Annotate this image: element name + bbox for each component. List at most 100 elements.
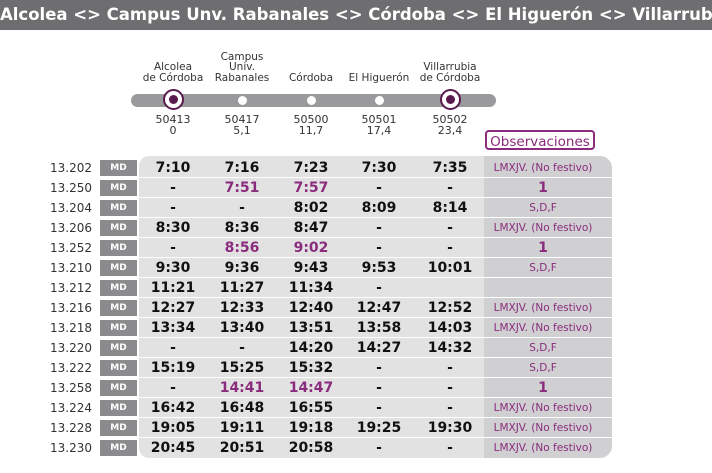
time-cell: - (239, 200, 245, 216)
time-cell: 8:56 (224, 240, 260, 256)
station-code-5: 50502 (432, 113, 468, 126)
time-cell: 15:19 (150, 360, 196, 376)
train-number: 13.220 (50, 341, 92, 355)
observation-cell: LMXJV. (No festivo) (493, 222, 593, 234)
train-type-badge: MD (100, 320, 137, 336)
row-divider (139, 217, 612, 218)
time-cell: 8:02 (293, 200, 329, 216)
table-row: 13.230 MD 20:45 20:51 20:58 - - LMXJV. (No fest… (0, 438, 712, 458)
time-cell: - (447, 380, 453, 396)
row-divider (139, 437, 612, 438)
time-cell: 19:25 (356, 420, 402, 436)
time-cell: 11:21 (150, 280, 196, 296)
table-row: 13.210 MD 9:30 9:36 9:43 9:53 10:01 S,D,F (0, 258, 712, 278)
train-number: 13.250 (50, 181, 92, 195)
observation-cell: LMXJV. (No festivo) (493, 442, 593, 454)
time-cell: - (376, 220, 382, 236)
time-cell: 7:30 (361, 160, 397, 176)
train-number: 13.228 (50, 421, 92, 435)
time-cell: - (376, 280, 382, 296)
train-type-badge: MD (100, 380, 137, 396)
station-km-3: 11,7 (298, 124, 324, 137)
time-cell: - (447, 440, 453, 456)
time-cell: 12:47 (356, 300, 402, 316)
train-number: 13.222 (50, 361, 92, 375)
row-divider (139, 237, 612, 238)
time-cell: 16:42 (150, 400, 196, 416)
time-cell: 7:35 (432, 160, 468, 176)
time-cell: 14:27 (356, 340, 402, 356)
time-cell: - (170, 240, 176, 256)
train-type-badge: MD (100, 400, 137, 416)
time-cell: 13:40 (219, 320, 265, 336)
time-cell: 16:48 (219, 400, 265, 416)
observation-cell: S,D,F (529, 202, 557, 214)
train-type-badge: MD (100, 160, 137, 176)
time-cell: 8:30 (155, 220, 191, 236)
row-divider (139, 377, 612, 378)
time-cell: - (239, 340, 245, 356)
time-cell: 8:47 (293, 220, 329, 236)
time-cell: - (376, 180, 382, 196)
train-type-badge: MD (100, 340, 137, 356)
time-cell: 12:27 (150, 300, 196, 316)
time-cell: 12:52 (427, 300, 473, 316)
time-cell: - (376, 400, 382, 416)
time-cell: - (447, 220, 453, 236)
time-cell: 14:03 (427, 320, 473, 336)
table-row: 13.250 MD - 7:51 7:57 - - 1 (0, 178, 712, 198)
train-number: 13.258 (50, 381, 92, 395)
time-cell: 9:36 (224, 260, 260, 276)
table-row: 13.252 MD - 8:56 9:02 - - 1 (0, 238, 712, 258)
observation-cell: LMXJV. (No festivo) (493, 322, 593, 334)
time-cell: 12:40 (288, 300, 334, 316)
station-code-3: 50500 (293, 113, 329, 126)
train-number: 13.218 (50, 321, 92, 335)
time-cell: 10:01 (427, 260, 473, 276)
observation-cell: 1 (538, 380, 548, 396)
table-row: 13.204 MD - - 8:02 8:09 8:14 S,D,F (0, 198, 712, 218)
time-cell: 7:23 (293, 160, 329, 176)
table-row: 13.206 MD 8:30 8:36 8:47 - - LMXJV. (No festivo… (0, 218, 712, 238)
observation-cell: LMXJV. (No festivo) (493, 402, 593, 414)
stop-dot-icon (374, 96, 384, 105)
row-divider (139, 357, 612, 358)
time-cell: 12:33 (219, 300, 265, 316)
time-cell: 11:27 (219, 280, 265, 296)
time-cell: - (376, 360, 382, 376)
observation-cell: 1 (538, 240, 548, 256)
time-cell: 19:18 (288, 420, 334, 436)
time-cell: 7:10 (155, 160, 191, 176)
route-title: Alcolea <> Campus Unv. Rabanales <> Córd… (0, 0, 712, 30)
station-km-2: 5,1 (233, 124, 251, 137)
time-cell: - (447, 240, 453, 256)
time-cell: - (170, 380, 176, 396)
time-cell: 8:14 (432, 200, 468, 216)
table-row: 13.212 MD 11:21 11:27 11:34 - (0, 278, 712, 298)
train-type-badge: MD (100, 420, 137, 436)
row-divider (139, 197, 612, 198)
station-km-1: 0 (169, 124, 177, 137)
row-divider (139, 317, 612, 318)
station-km-5: 23,4 (437, 124, 463, 137)
table-row: 13.216 MD 12:27 12:33 12:40 12:47 12:52 LMXJV. … (0, 298, 712, 318)
timetable-background (139, 156, 484, 458)
train-number: 13.230 (50, 441, 92, 455)
train-number: 13.206 (50, 221, 92, 235)
time-cell: - (170, 180, 176, 196)
time-cell: 20:58 (288, 440, 334, 456)
table-row: 13.258 MD - 14:41 14:47 - - 1 (0, 378, 712, 398)
table-row: 13.202 MD 7:10 7:16 7:23 7:30 7:35 LMXJV. (No f… (0, 158, 712, 178)
train-type-badge: MD (100, 180, 137, 196)
time-cell: - (447, 180, 453, 196)
time-cell: 19:05 (150, 420, 196, 436)
time-cell: 8:36 (224, 220, 260, 236)
time-cell: 20:45 (150, 440, 196, 456)
table-row: 13.222 MD 15:19 15:25 15:32 - - S,D,F (0, 358, 712, 378)
train-type-badge: MD (100, 260, 137, 276)
time-cell: 19:30 (427, 420, 473, 436)
time-cell: 13:51 (288, 320, 334, 336)
row-divider (139, 417, 612, 418)
observation-cell: S,D,F (529, 362, 557, 374)
train-type-badge: MD (100, 300, 137, 316)
